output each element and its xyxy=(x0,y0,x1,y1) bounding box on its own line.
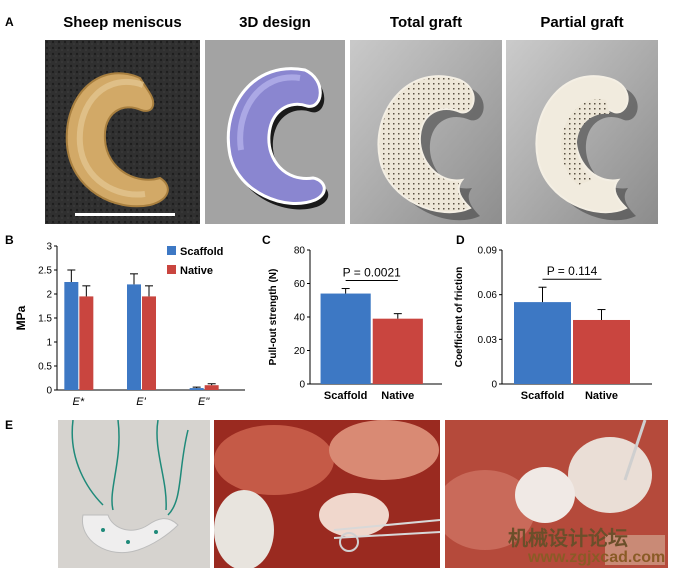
legend-swatch-scaffold xyxy=(167,246,176,255)
x-tick-label: Native xyxy=(381,390,414,402)
watermark-url: www.zgjxcad.com xyxy=(528,549,666,566)
x-tick-label: E' xyxy=(136,396,146,408)
y-tick-label: 2 xyxy=(46,290,52,301)
bar-scaffold xyxy=(127,284,141,390)
y-tick-label: 60 xyxy=(294,279,306,290)
panel-label-c: C xyxy=(262,233,271,247)
y-axis-label: MPa xyxy=(15,305,28,330)
y-tick-label: 0.5 xyxy=(38,362,52,373)
legend-label-scaffold: Scaffold xyxy=(180,246,223,258)
photo-surgery-implant xyxy=(214,420,440,568)
y-tick-label: 0.09 xyxy=(478,246,498,257)
chart-d: 0 0.03 0.06 0.09 Coefficient of friction Scaf… xyxy=(452,238,667,413)
photo-sutured-graft xyxy=(58,420,210,568)
y-tick-label: 20 xyxy=(294,346,306,357)
photo-total-graft xyxy=(350,40,502,224)
photo-partial-graft xyxy=(506,40,658,224)
y-axis-label: Coefficient of friction xyxy=(454,267,465,368)
legend-swatch-native xyxy=(167,265,176,274)
bar-native xyxy=(79,296,94,390)
y-tick-label: 0 xyxy=(491,380,497,391)
chart-c: 0 20 40 60 80 Pull-out strength (N) Scaffold Na… xyxy=(262,238,454,413)
x-tick-label: Scaffold xyxy=(324,390,367,402)
photo-surgery-knee xyxy=(445,420,668,568)
photo-sheep-meniscus xyxy=(45,40,200,224)
bar-scaffold xyxy=(64,282,79,390)
bar-native xyxy=(372,318,423,384)
y-tick-label: 1.5 xyxy=(38,314,52,325)
panel-label-b: B xyxy=(5,233,14,247)
p-value-annotation: P = 0.114 xyxy=(547,264,598,278)
panel-label-a: A xyxy=(5,15,14,29)
bar-native xyxy=(204,385,219,390)
x-tick-label: E" xyxy=(198,396,210,408)
y-tick-label: 0 xyxy=(299,380,305,391)
y-axis-label: Pull-out strength (N) xyxy=(268,269,279,366)
bar-scaffold xyxy=(514,302,571,384)
y-tick-label: 0.03 xyxy=(478,335,498,346)
y-tick-label: 0 xyxy=(46,386,52,397)
y-tick-label: 0.06 xyxy=(478,290,498,301)
x-tick-label: Scaffold xyxy=(521,390,564,402)
y-tick-label: 2.5 xyxy=(38,266,52,277)
title-3d-design: 3D design xyxy=(239,14,311,31)
legend-label-native: Native xyxy=(180,265,213,277)
bar-native xyxy=(573,319,630,384)
chart-b-svg: 0 0.5 1 1.5 2 2.5 3 MPa E* E' E" Scaffold Native xyxy=(14,242,245,408)
title-partial-graft: Partial graft xyxy=(540,14,624,31)
x-tick-label: Native xyxy=(585,390,618,402)
chart-b: 0 0.5 1 1.5 2 2.5 3 MPa E* E' E" Scaffold Native xyxy=(14,238,255,413)
title-total-graft: Total graft xyxy=(389,14,463,31)
x-tick-label: E* xyxy=(73,396,85,408)
panel-label-d: D xyxy=(456,233,465,247)
y-tick-label: 80 xyxy=(294,246,306,257)
panel-label-e: E xyxy=(5,418,14,432)
watermark-title: 机械设计论坛 xyxy=(508,528,628,550)
y-tick-label: 3 xyxy=(46,242,52,253)
y-tick-label: 40 xyxy=(294,313,306,324)
bar-scaffold xyxy=(189,388,204,390)
bar-scaffold xyxy=(320,293,371,384)
chart-c-svg: 0 20 40 60 80 Pull-out strength (N) Scaffold Na… xyxy=(268,246,442,402)
p-value-annotation: P = 0.0021 xyxy=(343,266,401,280)
photo-3d-design xyxy=(205,40,345,224)
title-sheep-meniscus: Sheep meniscus xyxy=(63,14,182,31)
bar-native xyxy=(142,296,156,390)
y-tick-label: 1 xyxy=(46,338,52,349)
chart-d-svg: 0 0.03 0.06 0.09 Coefficient of friction Scaf… xyxy=(454,246,652,402)
